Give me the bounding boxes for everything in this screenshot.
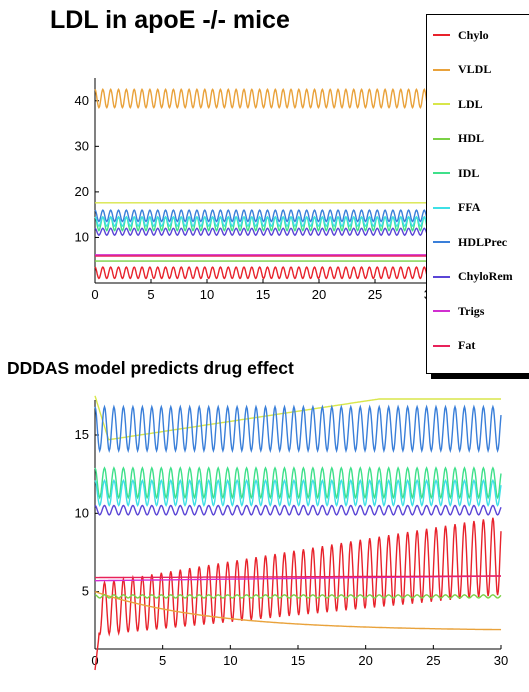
x-tick-label: 25	[368, 287, 382, 302]
series-line-chylo	[94, 517, 502, 671]
series-line-ffa	[94, 215, 432, 228]
legend-swatch	[433, 310, 450, 312]
series-line-vldl	[94, 88, 432, 109]
legend-item-ffa: FFA	[433, 198, 480, 218]
series-line-hdlprec	[94, 404, 502, 454]
legend-item-hdl: HDL	[433, 129, 484, 149]
legend-swatch	[433, 172, 450, 174]
legend-swatch	[433, 137, 450, 140]
x-tick-label: 0	[91, 287, 98, 302]
legend-swatch	[433, 241, 450, 243]
y-tick-label: 10	[75, 505, 89, 520]
legend-label: LDL	[458, 96, 483, 111]
legend-swatch	[433, 206, 450, 209]
series-line-chylo	[94, 266, 432, 280]
series-line-ffa	[94, 478, 502, 507]
x-tick-label: 0	[91, 653, 98, 668]
y-tick-label: 15	[75, 427, 89, 442]
legend-label: Fat	[458, 338, 476, 352]
x-tick-label: 5	[147, 287, 154, 302]
legend-label: FFA	[458, 200, 481, 214]
series-line-fat	[95, 575, 501, 579]
legend: Chylo VLDL LDL HDL IDL FFA HDLPrec ChyloRem Trig…	[426, 14, 529, 374]
series-line-ldl	[94, 395, 501, 441]
x-tick-label: 15	[256, 287, 270, 302]
legend-item-hdlprec: HDLPrec	[433, 232, 507, 252]
legend-label: ChyloRem	[458, 269, 513, 283]
y-tick-label: 40	[75, 93, 89, 108]
legend-label: HDLPrec	[458, 234, 508, 249]
legend-label: Chylo	[458, 27, 489, 42]
legend-item-trigs: Trigs	[433, 301, 484, 321]
legend-item-chylo: Chylo	[433, 25, 489, 45]
x-tick-label: 20	[312, 287, 326, 302]
y-tick-label: 10	[75, 229, 89, 244]
series-line-idl	[94, 466, 502, 500]
legend-swatch	[433, 103, 450, 105]
y-tick-label: 30	[75, 138, 89, 153]
x-tick-label: 10	[223, 653, 237, 668]
legend-item-fat: Fat	[433, 336, 475, 356]
legend-item-ldl: LDL	[433, 94, 483, 114]
legend-swatch	[433, 344, 450, 347]
legend-item-vldl: VLDL	[433, 60, 491, 80]
series-line-chylorem	[94, 504, 502, 516]
legend-swatch	[433, 275, 450, 278]
legend-swatch	[433, 68, 450, 71]
chart-2-title: DDDAS model predicts drug effect	[7, 358, 294, 378]
legend-label: VLDL	[458, 62, 492, 76]
x-tick-label: 30	[494, 653, 508, 668]
y-tick-label: 20	[75, 184, 89, 199]
series-line-hdl	[94, 594, 502, 599]
x-tick-label: 10	[200, 287, 214, 302]
legend-label: Trigs	[458, 303, 485, 318]
x-tick-label: 20	[358, 653, 372, 668]
x-tick-label: 5	[159, 653, 166, 668]
series-line-chylorem	[94, 227, 432, 237]
x-tick-label: 15	[291, 653, 305, 668]
legend-swatch	[433, 34, 450, 36]
chart-1-title: LDL in apoE -/- mice	[50, 6, 290, 34]
x-tick-label: 25	[426, 653, 440, 668]
legend-label: HDL	[458, 131, 485, 145]
series-line-hdlprec	[94, 209, 432, 223]
legend-label: IDL	[458, 165, 480, 180]
legend-item-idl: IDL	[433, 163, 479, 183]
series-line-vldl	[94, 591, 502, 631]
legend-item-chylorem: ChyloRem	[433, 267, 513, 287]
y-tick-label: 5	[82, 584, 89, 599]
